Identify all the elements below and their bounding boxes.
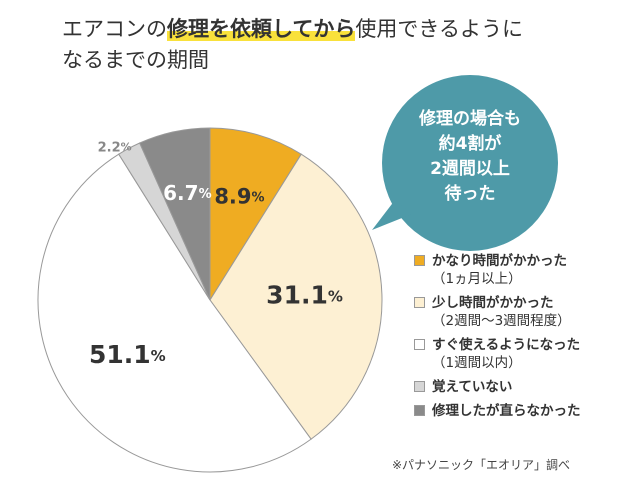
- pie-labels: 8.9% 31.1% 51.1% 2.2% 6.7%: [89, 140, 343, 369]
- callout-tail: [372, 200, 412, 230]
- legend-label: 少し時間がかかった: [432, 295, 554, 311]
- pie-slice-not-fixed: [139, 127, 211, 301]
- legend-item: 少し時間がかかった （2週間〜3週間程度）: [414, 294, 634, 330]
- legend-swatch: [414, 405, 425, 416]
- legend-sublabel: （1ヵ月以上）: [432, 271, 522, 287]
- callout-circle: [382, 75, 558, 251]
- slice-value-label: 31.1%: [266, 281, 343, 310]
- callout-line: 待った: [445, 183, 496, 204]
- legend-sublabel: （1週間以内）: [432, 355, 522, 371]
- legend-label: すぐ使えるようになった: [432, 337, 581, 353]
- title-line2: なるまでの期間: [62, 48, 209, 72]
- legend: かなり時間がかかった （1ヵ月以上） 少し時間がかかった （2週間〜3週間程度） す…: [414, 252, 634, 426]
- title-highlight: 修理を依頼してから: [167, 17, 356, 41]
- slice-value-label: 2.2%: [98, 140, 132, 155]
- legend-item: 覚えていない: [414, 378, 634, 396]
- pie-slice-quickly-usable: [37, 153, 312, 473]
- legend-swatch: [414, 339, 425, 350]
- legend-item: 修理したが直らなかった: [414, 402, 634, 420]
- legend-item: すぐ使えるようになった （1週間以内）: [414, 336, 634, 372]
- callout-line: 修理の場合も: [418, 108, 521, 129]
- slice-value-label: 8.9%: [214, 185, 264, 209]
- source-note: ※パナソニック「エオリア」調べ: [392, 458, 571, 472]
- legend-sublabel: （2週間〜3週間程度）: [432, 313, 571, 329]
- pie-slice-very-long: [209, 127, 302, 302]
- slice-value-label: 51.1%: [89, 340, 166, 369]
- callout-line: 約4割が: [439, 133, 502, 154]
- chart-title: エアコンの修理を依頼してから使用できるように なるまでの期間: [62, 14, 602, 76]
- legend-swatch: [414, 297, 425, 308]
- legend-swatch: [414, 255, 425, 266]
- pie-slices: [37, 127, 383, 473]
- title-part1: エアコンの: [62, 17, 167, 41]
- pie-slice-somewhat-long: [209, 153, 383, 440]
- legend-swatch: [414, 381, 425, 392]
- legend-label: 覚えていない: [432, 379, 513, 395]
- legend-label: かなり時間がかかった: [432, 253, 567, 269]
- legend-item: かなり時間がかかった （1ヵ月以上）: [414, 252, 634, 288]
- callout-line: 2週間以上: [430, 159, 510, 179]
- slice-value-label: 6.7%: [163, 181, 211, 205]
- legend-label: 修理したが直らなかった: [432, 403, 581, 419]
- title-part2: 使用できるように: [355, 17, 523, 41]
